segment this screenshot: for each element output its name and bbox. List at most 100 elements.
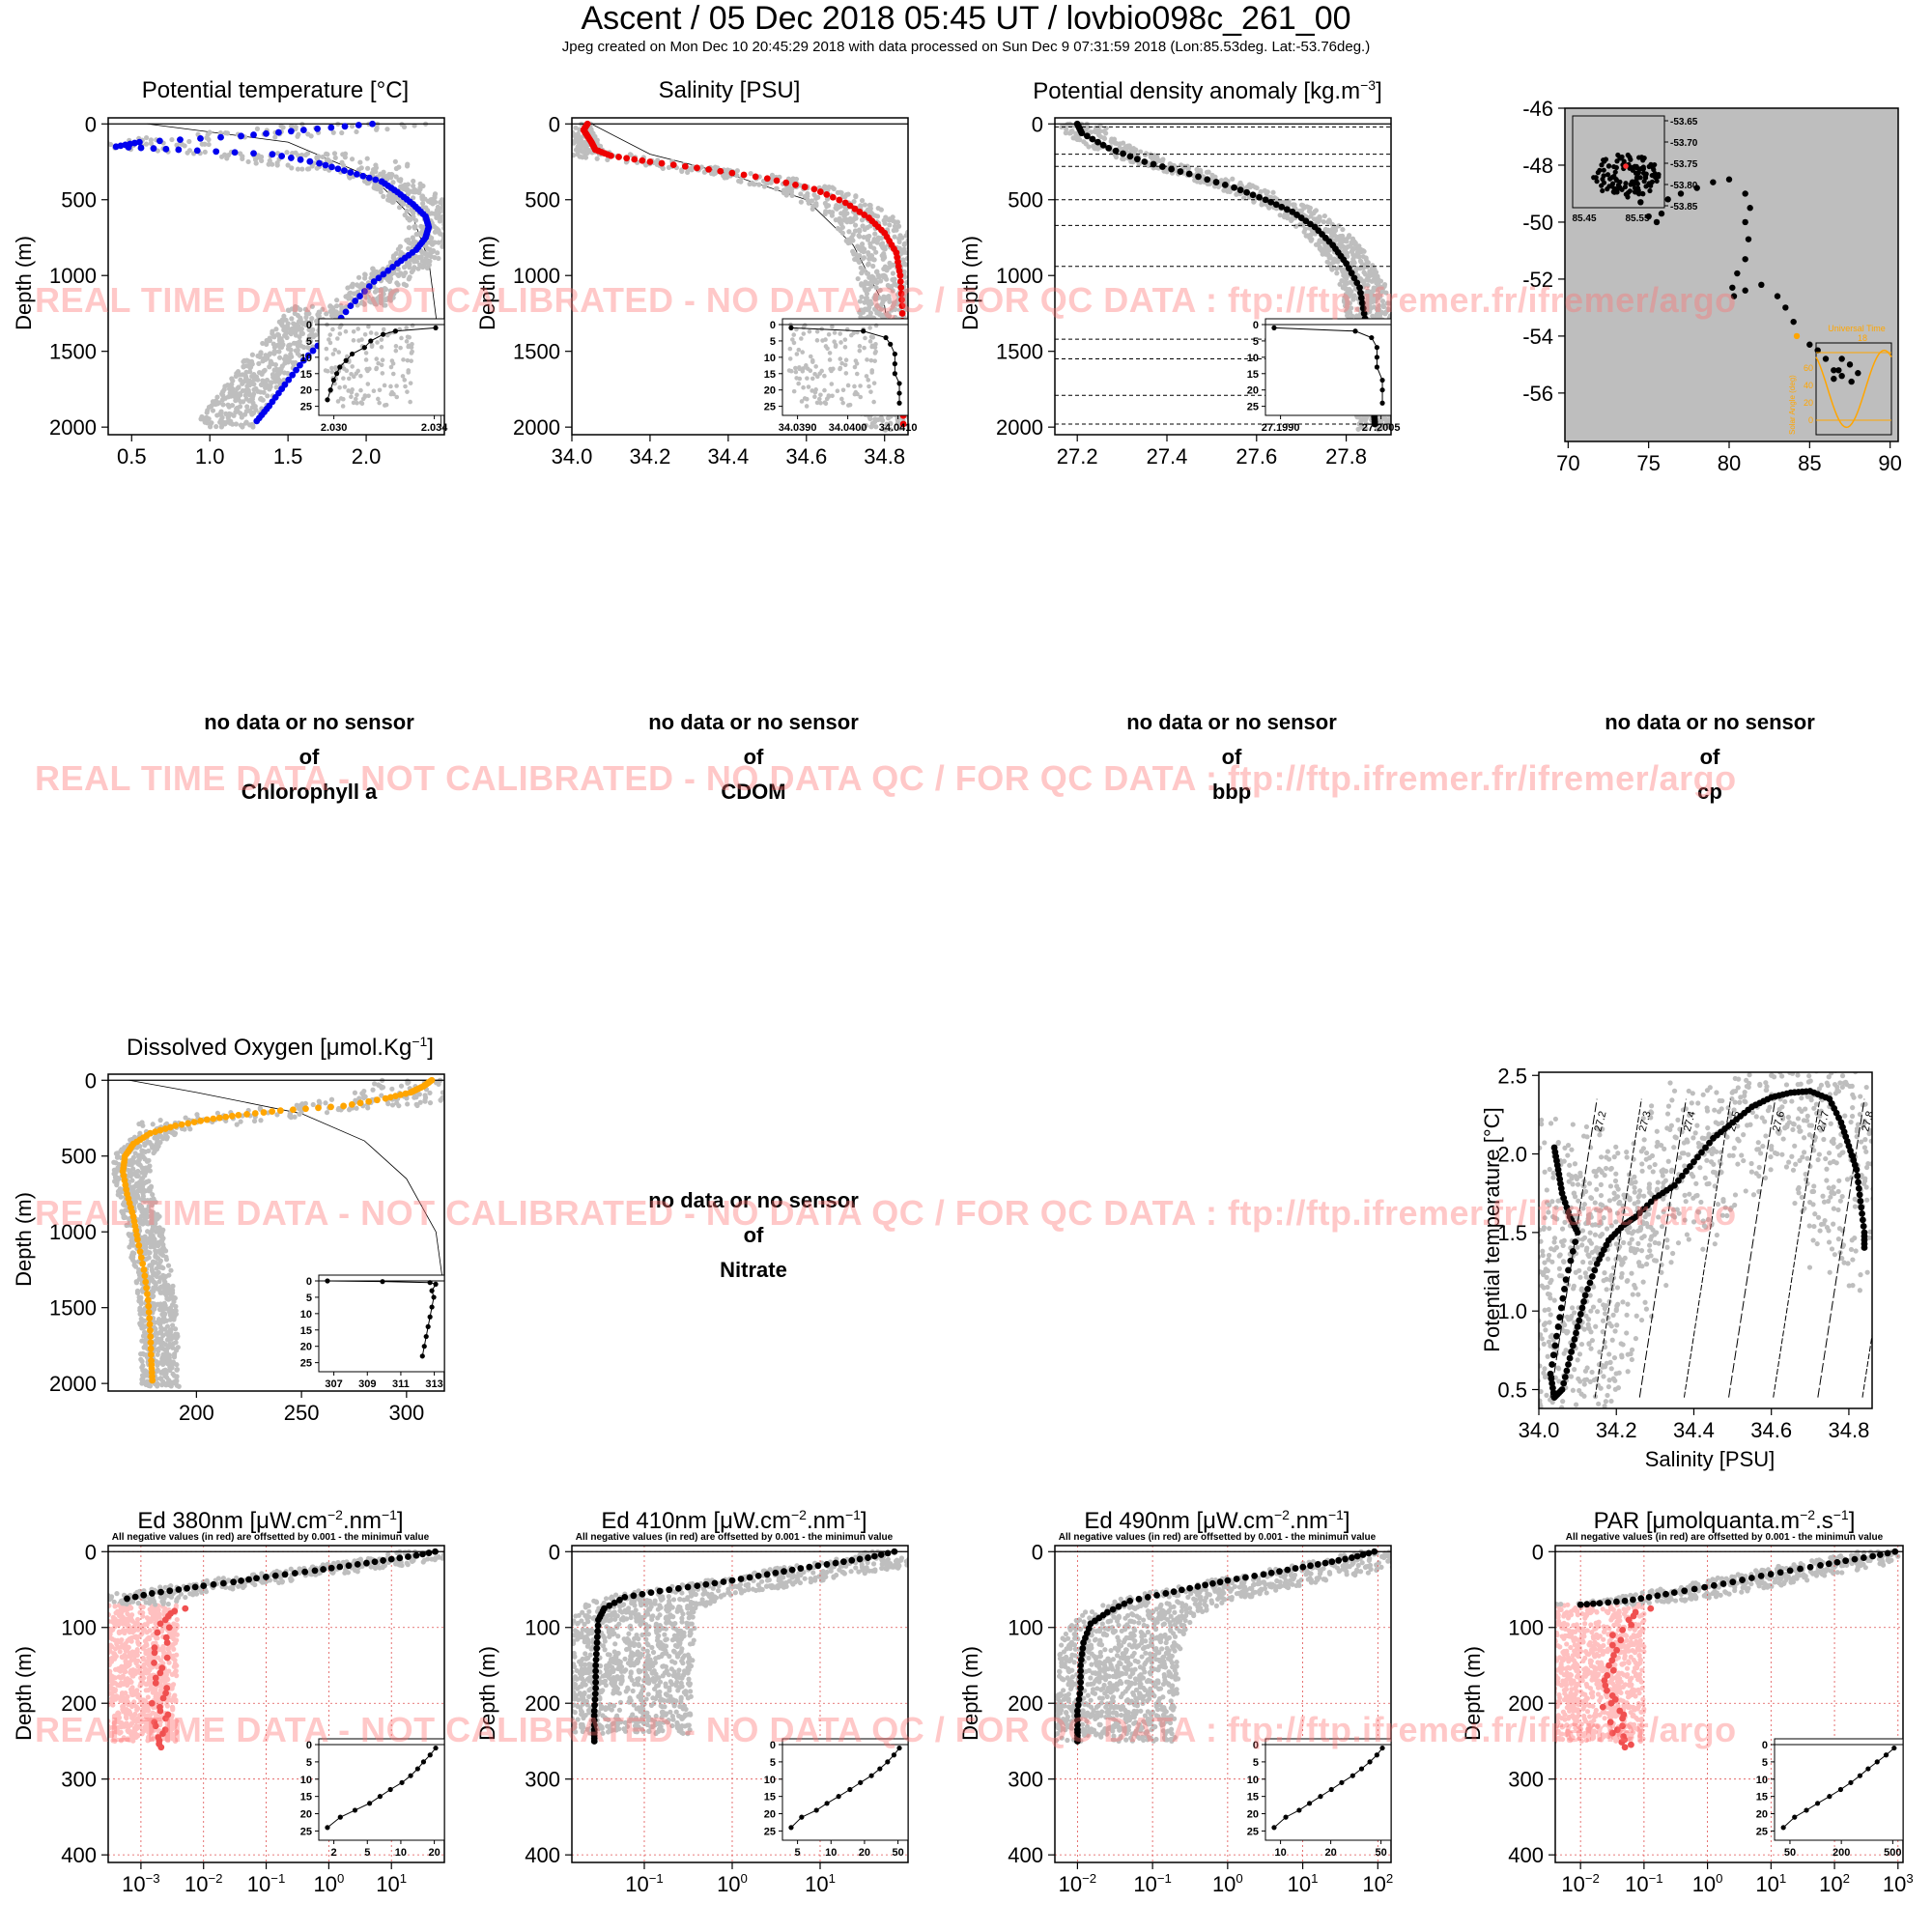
inset-history-point <box>843 371 849 376</box>
history-point <box>450 239 455 243</box>
history-point <box>449 246 454 251</box>
profile-point <box>322 161 329 169</box>
zoom-point <box>1622 184 1629 190</box>
history-point <box>855 275 861 282</box>
history-point <box>910 246 915 251</box>
history-point <box>1377 313 1383 319</box>
inset-history-point <box>830 393 835 399</box>
inset-history-point <box>336 350 342 355</box>
history-point <box>862 299 867 305</box>
history-point <box>1392 348 1397 353</box>
history-point <box>1364 259 1370 266</box>
history-point <box>412 217 419 223</box>
profile-point <box>669 161 677 169</box>
history-point <box>303 311 309 317</box>
history-point <box>273 367 279 373</box>
history-point <box>1392 372 1397 377</box>
history-point <box>457 212 462 216</box>
x-tick-label: 75 <box>1636 451 1660 475</box>
history-point <box>1300 222 1306 228</box>
history-point <box>916 350 921 355</box>
no-data-cdom: no data or no sensor of CDOM <box>648 710 859 804</box>
tick-label: 2.0 <box>352 444 382 469</box>
inset-history-point <box>404 339 410 344</box>
profile-point <box>1158 163 1166 170</box>
inset-history-point <box>343 328 349 334</box>
history-point <box>1340 269 1346 274</box>
oxygen-title: Dissolved Oxygen [μmol.Kg−1] <box>127 1034 434 1061</box>
history-point <box>1241 195 1247 201</box>
inset-history-point <box>839 396 844 402</box>
history-point <box>923 326 928 330</box>
history-point <box>1289 215 1294 221</box>
history-point <box>293 359 298 366</box>
profile-point <box>801 184 809 190</box>
profile-point <box>1126 153 1134 160</box>
inset-history-point <box>377 387 383 393</box>
history-point <box>1319 247 1324 254</box>
history-point <box>911 367 916 372</box>
history-point <box>279 317 285 323</box>
history-point <box>289 165 295 171</box>
history-point <box>264 377 270 384</box>
history-point <box>242 357 247 363</box>
solar-y-label: 60 <box>1804 363 1813 373</box>
inset-history-point <box>858 384 863 388</box>
history-point <box>243 419 249 425</box>
history-point <box>1378 278 1384 284</box>
history-point <box>923 340 928 345</box>
history-point <box>253 160 259 166</box>
history-point <box>559 130 564 135</box>
history-point <box>258 1118 264 1123</box>
inset-history-point <box>842 362 848 368</box>
inset-history-point <box>340 404 346 409</box>
history-point <box>922 423 926 428</box>
history-point <box>298 152 305 158</box>
history-point <box>1352 241 1358 246</box>
history-point <box>271 351 277 356</box>
tick-label: 27.8 <box>1325 444 1367 469</box>
history-point <box>246 408 252 413</box>
history-point <box>1395 373 1400 378</box>
profile-point <box>623 155 631 162</box>
history-point <box>914 340 919 345</box>
history-point <box>838 189 844 196</box>
history-point <box>247 369 253 375</box>
history-point <box>1396 397 1401 402</box>
history-point <box>1274 196 1280 202</box>
history-point <box>923 419 928 424</box>
history-point <box>456 219 461 224</box>
inset-history-point <box>801 384 806 390</box>
inset-history-point <box>394 394 400 400</box>
history-point <box>452 209 457 213</box>
inset-history-point <box>351 338 356 343</box>
zoom-x-label: 85.55 <box>1625 213 1649 224</box>
history-point <box>909 322 914 327</box>
history-point <box>324 157 329 163</box>
history-point <box>1101 128 1107 134</box>
history-point <box>339 129 345 136</box>
history-point <box>593 138 600 144</box>
history-point <box>401 201 407 207</box>
history-point <box>1326 218 1333 224</box>
profile-point <box>1094 138 1101 146</box>
history-point <box>872 418 878 425</box>
profile-point <box>1078 129 1086 137</box>
history-point <box>1198 167 1204 174</box>
inset-x-label: 27.1990 <box>1262 422 1300 434</box>
history-point <box>353 1097 358 1103</box>
oxygen-panel: Dissolved Oxygen [μmol.Kg−1] Depth (m) 2… <box>0 1034 464 1468</box>
profile-point <box>1150 160 1157 168</box>
inset-history-point <box>356 338 361 343</box>
history-point <box>918 387 923 392</box>
history-point <box>798 191 804 197</box>
inset-point <box>330 377 336 384</box>
history-point <box>1184 163 1190 169</box>
profile-point <box>1350 274 1358 282</box>
trajectory-point <box>1734 270 1741 277</box>
inset-history-point <box>838 340 843 345</box>
history-point <box>774 185 780 191</box>
inset-history-point <box>832 330 838 335</box>
history-point <box>1343 274 1349 280</box>
history-point <box>890 214 895 220</box>
